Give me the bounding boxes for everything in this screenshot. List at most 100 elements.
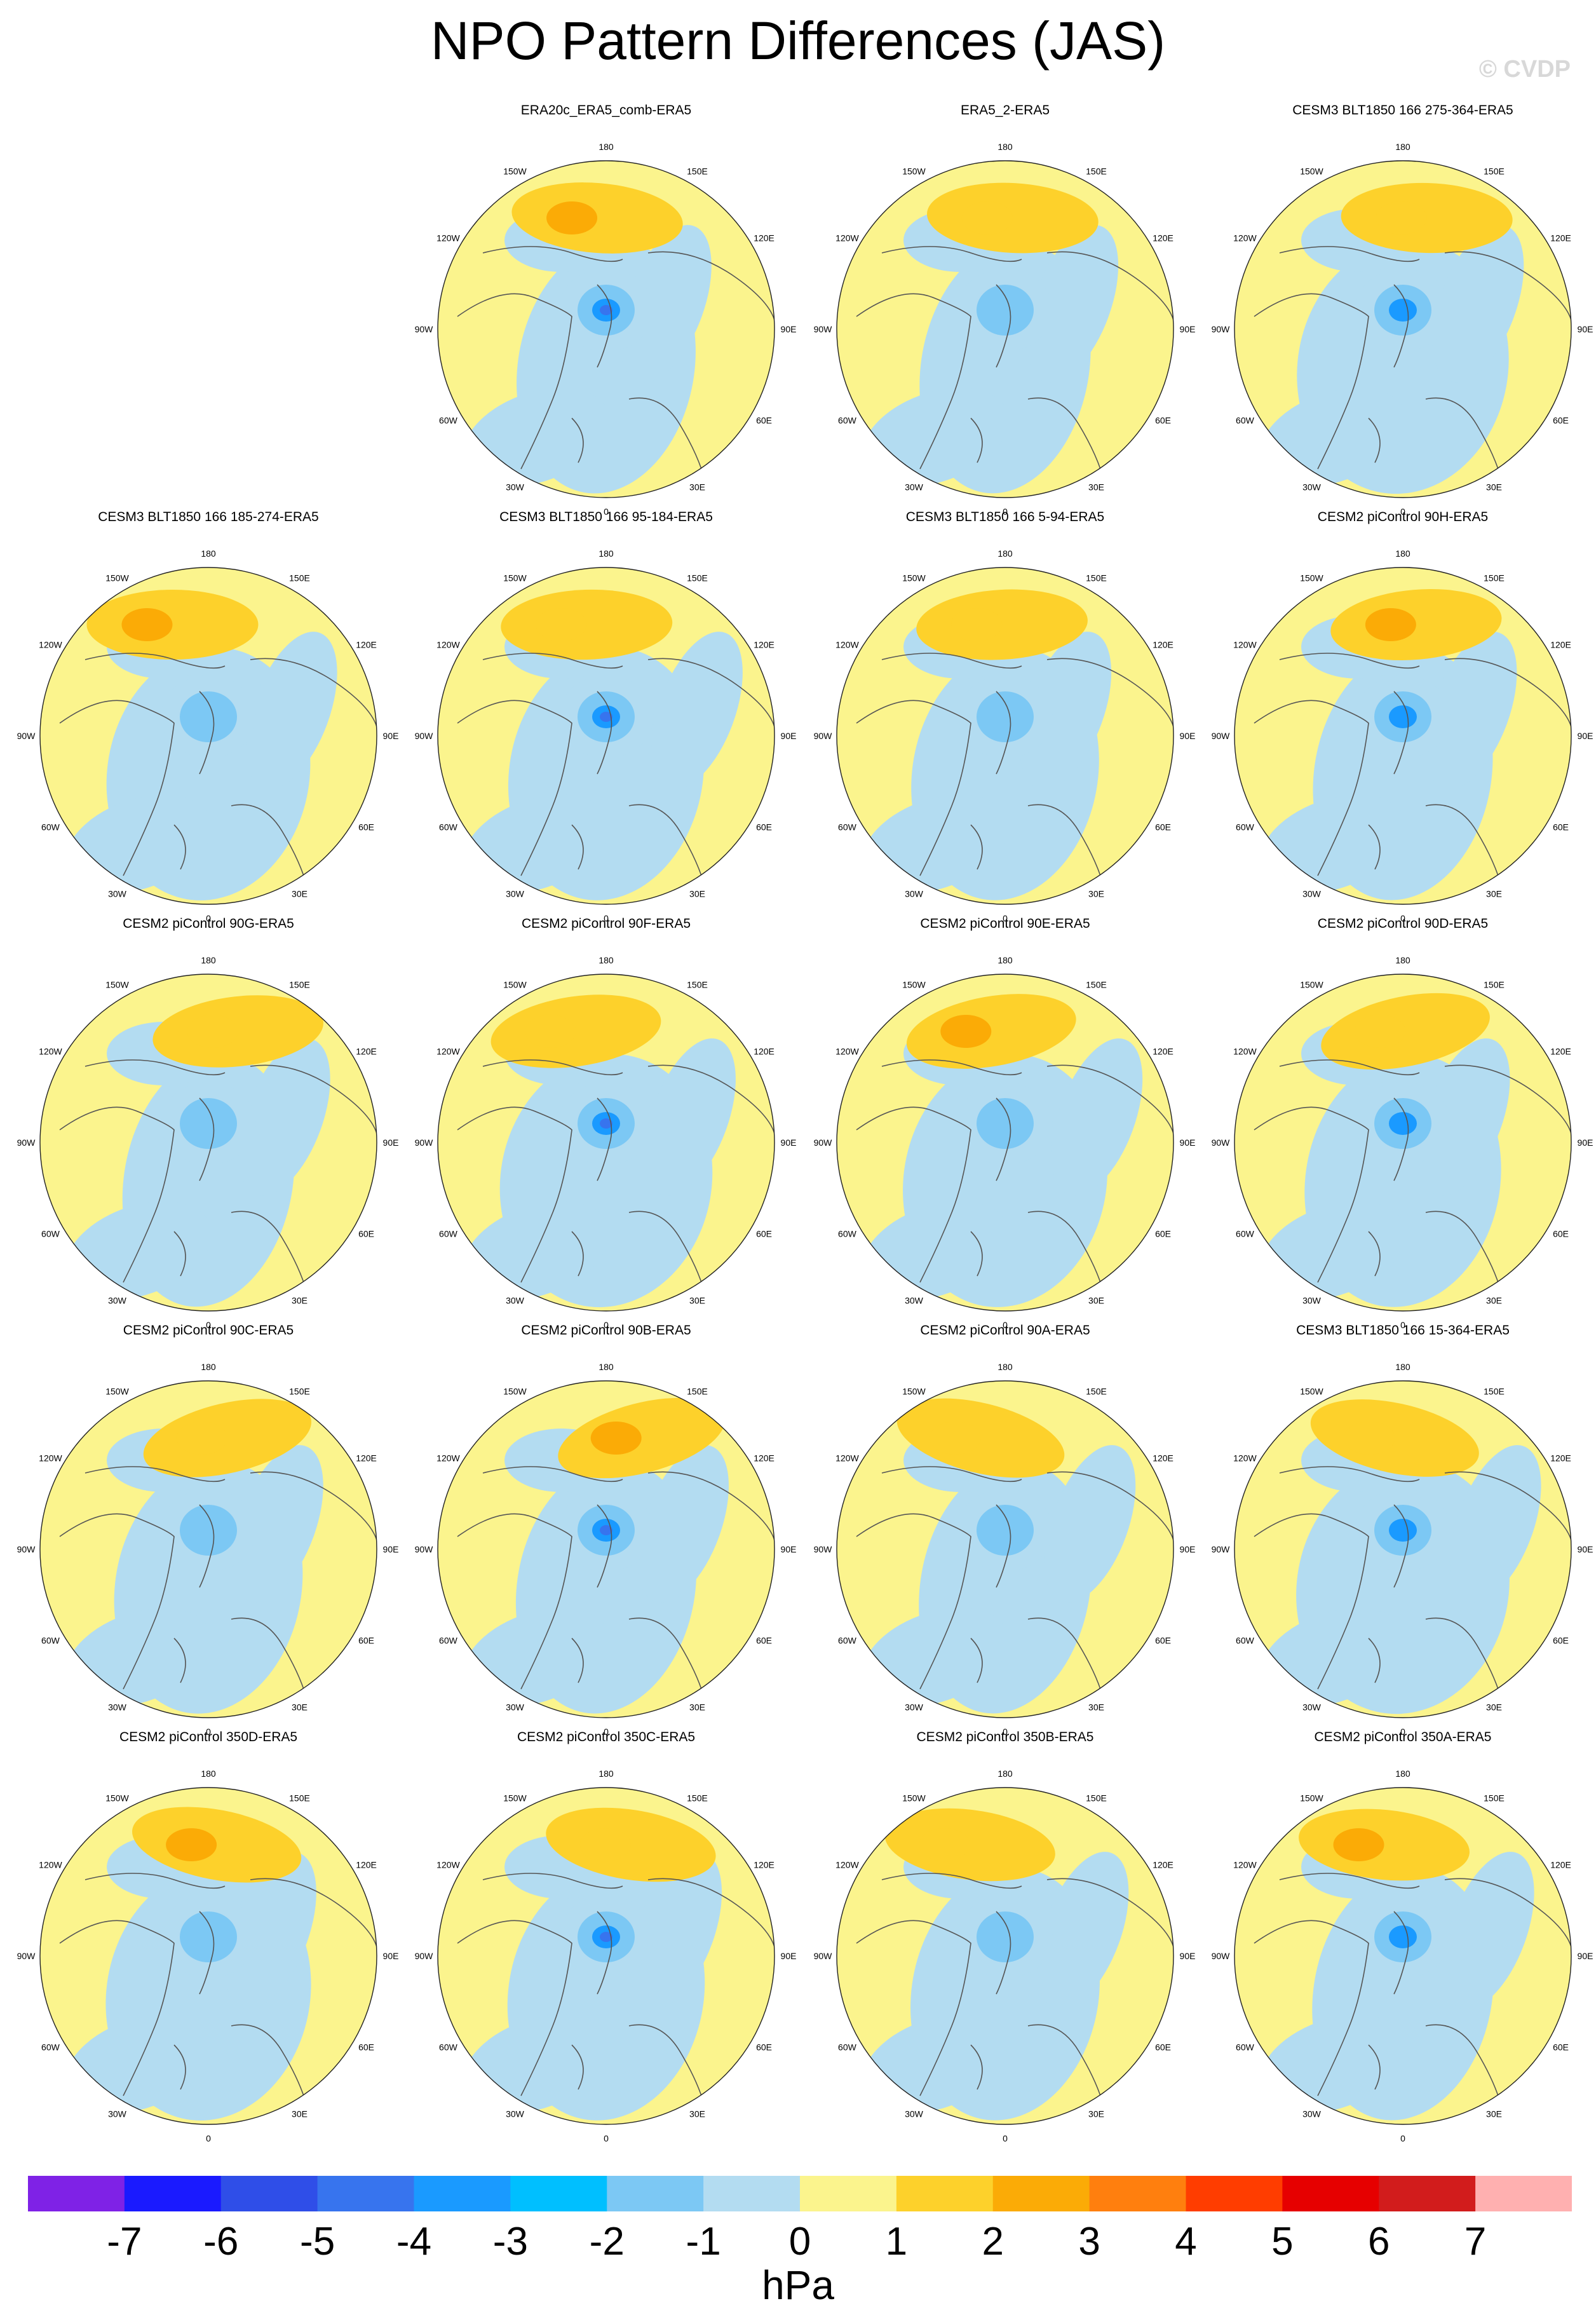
longitude-label: 30W bbox=[1302, 889, 1322, 899]
longitude-label: 90W bbox=[17, 1137, 36, 1148]
longitude-label: 90E bbox=[1180, 1137, 1196, 1148]
polar-map: 180 150E 120E 90E 60E 30E 0 30W 60W 90W 120W 150W bbox=[17, 955, 399, 1330]
coastline bbox=[1393, 691, 1409, 775]
anomaly-contour bbox=[1418, 1038, 1510, 1196]
coastlines bbox=[1254, 653, 1571, 889]
anomaly-contour bbox=[940, 1015, 992, 1048]
anomaly-contour bbox=[232, 1445, 323, 1603]
coastline bbox=[59, 1920, 175, 2096]
longitude-label: 120E bbox=[1153, 1860, 1173, 1870]
longitude-label: 30E bbox=[292, 1702, 308, 1713]
map-panel: CESM3 BLT1850 166 275-364-ERA5 180 150E 120… bbox=[1203, 102, 1596, 517]
longitude-label: 0 bbox=[604, 2133, 609, 2143]
longitude-label: 0 bbox=[206, 913, 211, 923]
anomaly-contour bbox=[951, 608, 1003, 641]
polar-map: 180 150E 120E 90E 60E 30E 0 30W 60W 90W 120W 150W bbox=[415, 955, 797, 1330]
anomaly-contour bbox=[884, 1808, 1055, 1882]
longitude-label: 180 bbox=[598, 1362, 614, 1372]
coastline bbox=[457, 1106, 572, 1283]
colorbar: -7 -6 -5 -4 -3 -2 -1 0 1 2 3 4 5 6 7 bbox=[28, 2176, 1572, 2268]
longitude-label: 90E bbox=[781, 1951, 797, 1961]
longitude-label: 90W bbox=[1212, 1951, 1231, 1961]
map-panel: CESM2 piControl 90E-ERA5 180 150E 120E 90E 60… bbox=[806, 915, 1205, 1330]
longitude-label: 30W bbox=[506, 1296, 525, 1306]
colorbar-tick-label: -4 bbox=[396, 2220, 431, 2264]
coastlines bbox=[457, 246, 774, 482]
coastline bbox=[628, 804, 706, 889]
map-panel: CESM2 piControl 90C-ERA5 180 150E 120E 90E 60… bbox=[9, 1322, 408, 1737]
panel-title: CESM2 piControl 90C-ERA5 bbox=[123, 1323, 294, 1338]
anomaly-contour bbox=[651, 632, 743, 789]
longitude-label: 30W bbox=[108, 1296, 127, 1306]
coastline bbox=[856, 1106, 971, 1283]
longitude-label: 30W bbox=[506, 889, 525, 899]
anomaly-contour bbox=[1310, 1399, 1479, 1477]
anomaly-contour bbox=[180, 1098, 237, 1149]
coastline bbox=[85, 653, 226, 669]
colorbar-segment bbox=[992, 2176, 1090, 2211]
longitude-label: 0 bbox=[1400, 1320, 1405, 1330]
anomaly-contour bbox=[977, 691, 1034, 742]
coastline bbox=[482, 1059, 623, 1076]
coastline bbox=[1046, 658, 1173, 743]
coastline bbox=[1425, 397, 1503, 482]
longitude-label: 30W bbox=[905, 1296, 924, 1306]
panel-title: ERA20c_ERA5_comb-ERA5 bbox=[520, 103, 692, 118]
anomaly-contour bbox=[600, 1525, 612, 1535]
map-panel: ERA5_2-ERA5 180 150E 120E 90E 60E 30E 0 30W 60W 90… bbox=[806, 102, 1205, 517]
colorbar-segment bbox=[1475, 2176, 1572, 2211]
colorbar-svg: -7 -6 -5 -4 -3 -2 -1 0 1 2 3 4 5 6 7 bbox=[28, 2176, 1572, 2264]
panel-title: CESM2 piControl 350C-ERA5 bbox=[517, 1730, 696, 1744]
anomaly-contour bbox=[896, 1398, 1065, 1478]
anomaly-contour bbox=[919, 1828, 970, 1861]
coastline bbox=[856, 293, 971, 470]
anomaly-contour bbox=[977, 1911, 1034, 1962]
coastline bbox=[457, 700, 572, 876]
coastline bbox=[856, 700, 971, 876]
longitude-label: 120W bbox=[835, 640, 859, 650]
coastline bbox=[1046, 251, 1173, 336]
colorbar-segment bbox=[1282, 2176, 1379, 2211]
longitude-label: 120W bbox=[835, 1860, 859, 1870]
longitude-label: 60E bbox=[756, 2042, 772, 2053]
longitude-label: 30E bbox=[689, 482, 705, 492]
longitude-label: 90E bbox=[383, 1137, 399, 1148]
map-panel: CESM2 piControl 350B-ERA5 180 150E 120E 90E 6… bbox=[806, 1728, 1205, 2143]
longitude-label: 0 bbox=[1003, 1727, 1008, 1737]
map-boundary bbox=[437, 1787, 775, 2125]
map-panel: CESM2 piControl 90D-ERA5 180 150E 120E 90E 60… bbox=[1203, 915, 1596, 1330]
anomaly-contour bbox=[630, 1852, 722, 2009]
anomaly-contour bbox=[180, 1911, 237, 1962]
anomaly-contour bbox=[1027, 225, 1119, 383]
polar-map: 180 150E 120E 90E 60E 30E 0 30W 60W 90W 120W 150W bbox=[814, 1768, 1196, 2143]
longitude-label: 150W bbox=[105, 979, 129, 989]
longitude-label: 150E bbox=[687, 573, 708, 583]
longitude-label: 90W bbox=[1212, 731, 1231, 741]
colorbar-tick-label: 6 bbox=[1368, 2220, 1390, 2264]
longitude-label: 60E bbox=[358, 1636, 374, 1646]
coastline bbox=[970, 1231, 983, 1277]
longitude-label: 90E bbox=[1578, 1544, 1593, 1554]
longitude-label: 180 bbox=[598, 548, 614, 559]
watermark: © CVDP bbox=[1478, 56, 1571, 83]
longitude-label: 120W bbox=[835, 233, 859, 243]
coastline bbox=[482, 246, 623, 262]
longitude-label: 150E bbox=[1086, 573, 1107, 583]
longitude-label: 0 bbox=[1400, 2133, 1405, 2143]
longitude-label: 120E bbox=[1153, 233, 1173, 243]
coastline bbox=[996, 1504, 1011, 1588]
longitude-label: 120W bbox=[436, 233, 460, 243]
longitude-label: 30W bbox=[905, 482, 924, 492]
coastline bbox=[250, 1471, 377, 1556]
coastline bbox=[1393, 1504, 1409, 1588]
coastline bbox=[1444, 251, 1571, 336]
coastline bbox=[571, 418, 584, 463]
longitude-label: 150W bbox=[1300, 1793, 1323, 1803]
coastline bbox=[647, 1064, 774, 1150]
coastline bbox=[250, 1878, 377, 1963]
longitude-label: 120W bbox=[436, 1453, 460, 1463]
longitude-label: 0 bbox=[1003, 2133, 1008, 2143]
longitude-label: 120E bbox=[356, 640, 377, 650]
longitude-label: 90E bbox=[1578, 324, 1593, 334]
polar-map: 180 150E 120E 90E 60E 30E 0 30W 60W 90W 120W 150W bbox=[415, 1768, 797, 2143]
